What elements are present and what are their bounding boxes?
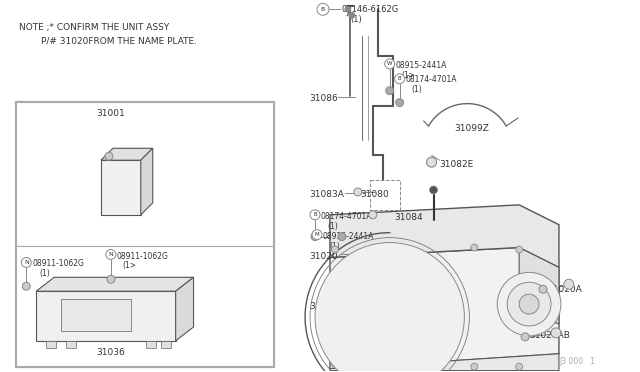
Text: 31086: 31086: [309, 94, 338, 103]
Bar: [370, 180, 399, 210]
Circle shape: [516, 363, 523, 370]
Polygon shape: [330, 247, 559, 369]
Circle shape: [564, 279, 574, 289]
Text: 31083A: 31083A: [309, 190, 344, 199]
Text: (1): (1): [350, 15, 362, 24]
Polygon shape: [36, 277, 193, 291]
Text: N: N: [24, 260, 29, 265]
Text: 08174-4701A: 08174-4701A: [406, 75, 457, 84]
Text: 08911-1062G: 08911-1062G: [32, 259, 84, 269]
Text: B: B: [321, 7, 325, 12]
Circle shape: [516, 246, 523, 253]
Text: J3 000   1: J3 000 1: [559, 357, 595, 366]
Text: 08146-6162G: 08146-6162G: [342, 5, 399, 15]
Text: 31009: 31009: [309, 302, 338, 311]
Circle shape: [317, 3, 329, 15]
Circle shape: [349, 12, 355, 18]
Text: 08911-1062G: 08911-1062G: [117, 251, 169, 260]
Circle shape: [105, 152, 113, 160]
Circle shape: [332, 246, 339, 253]
Circle shape: [395, 74, 404, 84]
Circle shape: [519, 294, 539, 314]
Text: 31080: 31080: [360, 190, 388, 199]
Circle shape: [332, 360, 339, 367]
Circle shape: [385, 312, 395, 322]
Circle shape: [507, 282, 551, 326]
Polygon shape: [141, 148, 153, 215]
Text: (1): (1): [412, 85, 422, 94]
Text: 31020A: 31020A: [547, 285, 582, 294]
Text: 31020AB: 31020AB: [529, 331, 570, 340]
Bar: [17, 246, 273, 366]
Bar: [46, 341, 56, 348]
Text: B: B: [313, 212, 317, 217]
Polygon shape: [175, 277, 193, 341]
Circle shape: [365, 292, 415, 342]
Circle shape: [378, 305, 402, 329]
Text: B: B: [398, 76, 401, 81]
Text: NOTE ;* CONFIRM THE UNIT ASSY: NOTE ;* CONFIRM THE UNIT ASSY: [19, 23, 170, 32]
Circle shape: [311, 232, 319, 241]
Text: (1): (1): [327, 222, 338, 231]
Text: (1>: (1>: [402, 71, 415, 80]
Circle shape: [337, 301, 345, 309]
Circle shape: [471, 363, 478, 370]
Circle shape: [429, 186, 438, 194]
Circle shape: [332, 306, 339, 312]
Circle shape: [539, 285, 547, 293]
Polygon shape: [519, 247, 559, 324]
Bar: [146, 341, 156, 348]
Bar: [15, 101, 274, 367]
Text: 31084: 31084: [395, 213, 423, 222]
Text: (1): (1): [39, 269, 50, 278]
Polygon shape: [101, 160, 141, 215]
Bar: [17, 102, 273, 246]
Text: 08915-2441A: 08915-2441A: [323, 232, 374, 241]
Circle shape: [21, 257, 31, 267]
Circle shape: [310, 210, 320, 220]
Bar: [66, 341, 76, 348]
Text: N: N: [109, 252, 113, 257]
Circle shape: [354, 188, 362, 196]
Circle shape: [521, 333, 529, 341]
Circle shape: [551, 328, 561, 338]
Circle shape: [312, 230, 322, 240]
Text: 08915-2441A: 08915-2441A: [396, 61, 447, 70]
Circle shape: [385, 59, 395, 69]
Bar: [61, 299, 131, 331]
Circle shape: [471, 244, 478, 251]
Text: 08174-4701A: 08174-4701A: [321, 212, 372, 221]
Text: 31001: 31001: [96, 109, 125, 118]
Circle shape: [426, 157, 436, 167]
Circle shape: [345, 6, 351, 12]
Polygon shape: [330, 205, 559, 267]
Text: M: M: [315, 232, 319, 237]
Text: (1): (1): [329, 241, 340, 251]
Circle shape: [386, 87, 394, 95]
Circle shape: [107, 275, 115, 283]
Circle shape: [332, 259, 447, 372]
Circle shape: [338, 232, 346, 241]
Bar: [161, 341, 171, 348]
Bar: [15, 101, 274, 367]
Circle shape: [497, 272, 561, 336]
Text: 31020: 31020: [309, 251, 338, 260]
Circle shape: [369, 211, 377, 219]
Text: (1>: (1>: [123, 262, 137, 270]
Polygon shape: [101, 148, 153, 160]
Text: W: W: [387, 61, 392, 67]
Circle shape: [350, 277, 429, 357]
Text: 31099Z: 31099Z: [454, 125, 490, 134]
Circle shape: [106, 250, 116, 259]
Text: 31036: 31036: [96, 348, 125, 357]
Polygon shape: [330, 354, 559, 371]
Circle shape: [22, 282, 30, 290]
Text: 31082E: 31082E: [440, 160, 474, 169]
Polygon shape: [36, 291, 175, 341]
Text: P/# 31020FROM THE NAME PLATE.: P/# 31020FROM THE NAME PLATE.: [41, 36, 197, 45]
Circle shape: [396, 99, 404, 107]
Circle shape: [315, 243, 465, 372]
